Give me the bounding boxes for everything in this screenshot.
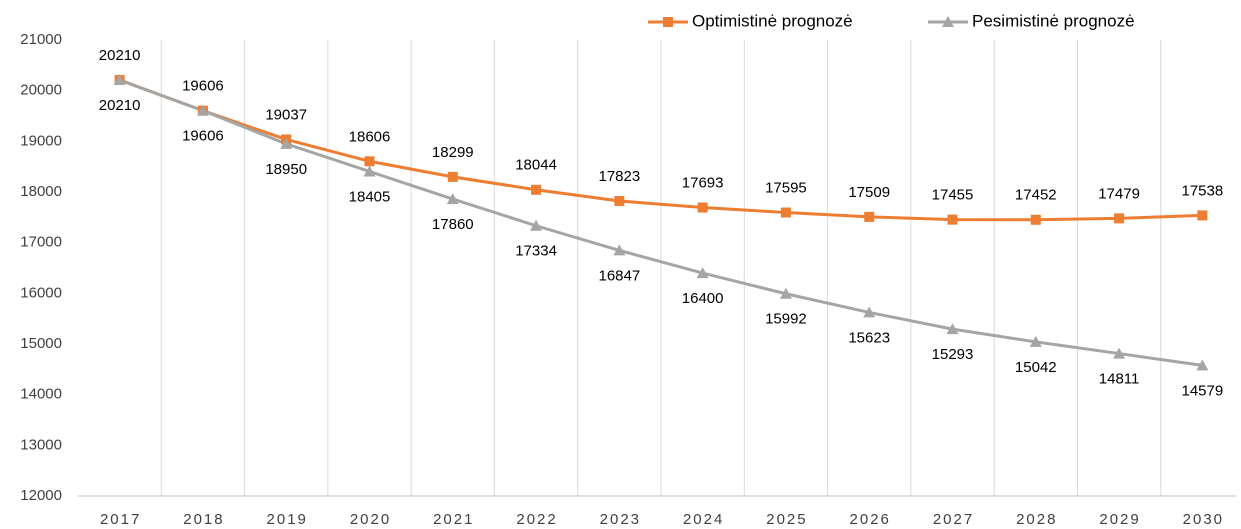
data-label: 17693 bbox=[682, 175, 724, 192]
marker bbox=[946, 323, 959, 335]
x-tick-label: 2026 bbox=[850, 511, 891, 528]
marker bbox=[942, 16, 954, 27]
x-tick-label: 2027 bbox=[933, 511, 974, 528]
marker bbox=[779, 287, 792, 299]
marker bbox=[864, 211, 875, 222]
y-tick-label: 20000 bbox=[20, 82, 62, 99]
x-tick-label: 2024 bbox=[683, 511, 724, 528]
marker bbox=[1030, 214, 1041, 225]
data-label: 18044 bbox=[515, 157, 557, 174]
y-tick-label: 21000 bbox=[20, 31, 62, 48]
x-tick-label: 2021 bbox=[433, 511, 474, 528]
marker bbox=[780, 207, 791, 218]
data-label: 17509 bbox=[848, 184, 890, 201]
y-tick-label: 15000 bbox=[20, 335, 62, 352]
data-label: 15293 bbox=[932, 346, 974, 363]
data-label: 19606 bbox=[182, 78, 224, 95]
data-label: 20210 bbox=[99, 97, 141, 114]
data-label: 18950 bbox=[265, 161, 307, 178]
data-label: 17479 bbox=[1098, 185, 1140, 202]
x-tick-label: 2028 bbox=[1016, 511, 1057, 528]
data-label: 17455 bbox=[932, 187, 974, 204]
marker bbox=[531, 184, 542, 195]
marker bbox=[697, 202, 708, 213]
series-line bbox=[119, 78, 1203, 367]
marker bbox=[947, 214, 958, 225]
data-label: 15042 bbox=[1015, 359, 1057, 376]
marker bbox=[113, 74, 126, 86]
data-label: 20210 bbox=[99, 47, 141, 64]
x-tick-label: 2019 bbox=[267, 511, 308, 528]
data-label: 17452 bbox=[1015, 187, 1057, 204]
data-label: 15623 bbox=[848, 329, 890, 346]
x-tick-label: 2029 bbox=[1099, 511, 1140, 528]
x-tick-label: 2020 bbox=[350, 511, 391, 528]
data-label: 16400 bbox=[682, 290, 724, 307]
legend-label: Pesimistinė prognozė bbox=[972, 11, 1135, 30]
y-tick-label: 17000 bbox=[20, 234, 62, 251]
marker bbox=[1114, 213, 1125, 224]
marker bbox=[447, 171, 458, 182]
marker bbox=[1029, 335, 1042, 347]
marker bbox=[364, 156, 375, 167]
data-label: 17334 bbox=[515, 243, 557, 260]
x-tick-label: 2030 bbox=[1183, 511, 1224, 528]
data-label: 18606 bbox=[349, 128, 391, 145]
data-label: 16847 bbox=[598, 267, 640, 284]
y-tick-label: 16000 bbox=[20, 284, 62, 301]
marker bbox=[363, 165, 376, 177]
data-label: 18405 bbox=[349, 188, 391, 205]
x-tick-label: 2017 bbox=[100, 511, 141, 528]
marker bbox=[280, 137, 293, 149]
data-label: 14579 bbox=[1181, 382, 1223, 399]
data-label: 17538 bbox=[1181, 182, 1223, 199]
data-label: 14811 bbox=[1099, 371, 1140, 388]
marker bbox=[863, 306, 876, 318]
x-tick-label: 2025 bbox=[766, 511, 807, 528]
marker bbox=[446, 193, 459, 205]
marker bbox=[530, 219, 543, 231]
data-label: 17860 bbox=[432, 216, 474, 233]
data-label: 18299 bbox=[432, 144, 474, 161]
marker bbox=[1196, 359, 1209, 371]
x-tick-label: 2018 bbox=[183, 511, 224, 528]
data-label: 19037 bbox=[265, 106, 307, 123]
legend-label: Optimistinė prognozė bbox=[692, 11, 853, 30]
data-label: 15992 bbox=[765, 311, 807, 328]
y-tick-label: 19000 bbox=[20, 132, 62, 149]
marker bbox=[663, 17, 673, 27]
x-tick-label: 2022 bbox=[516, 511, 557, 528]
data-label: 17823 bbox=[598, 168, 640, 185]
y-tick-label: 14000 bbox=[20, 386, 62, 403]
x-tick-label: 2023 bbox=[600, 511, 641, 528]
y-tick-label: 12000 bbox=[20, 487, 62, 504]
marker bbox=[613, 244, 626, 256]
data-label: 17595 bbox=[765, 179, 807, 196]
y-tick-label: 18000 bbox=[20, 183, 62, 200]
marker bbox=[196, 104, 209, 116]
marker bbox=[1197, 210, 1208, 221]
y-tick-label: 13000 bbox=[20, 436, 62, 453]
series-line bbox=[119, 78, 1203, 222]
marker bbox=[1113, 347, 1126, 359]
marker bbox=[614, 195, 625, 206]
data-label: 19606 bbox=[182, 128, 224, 145]
marker bbox=[696, 267, 709, 279]
